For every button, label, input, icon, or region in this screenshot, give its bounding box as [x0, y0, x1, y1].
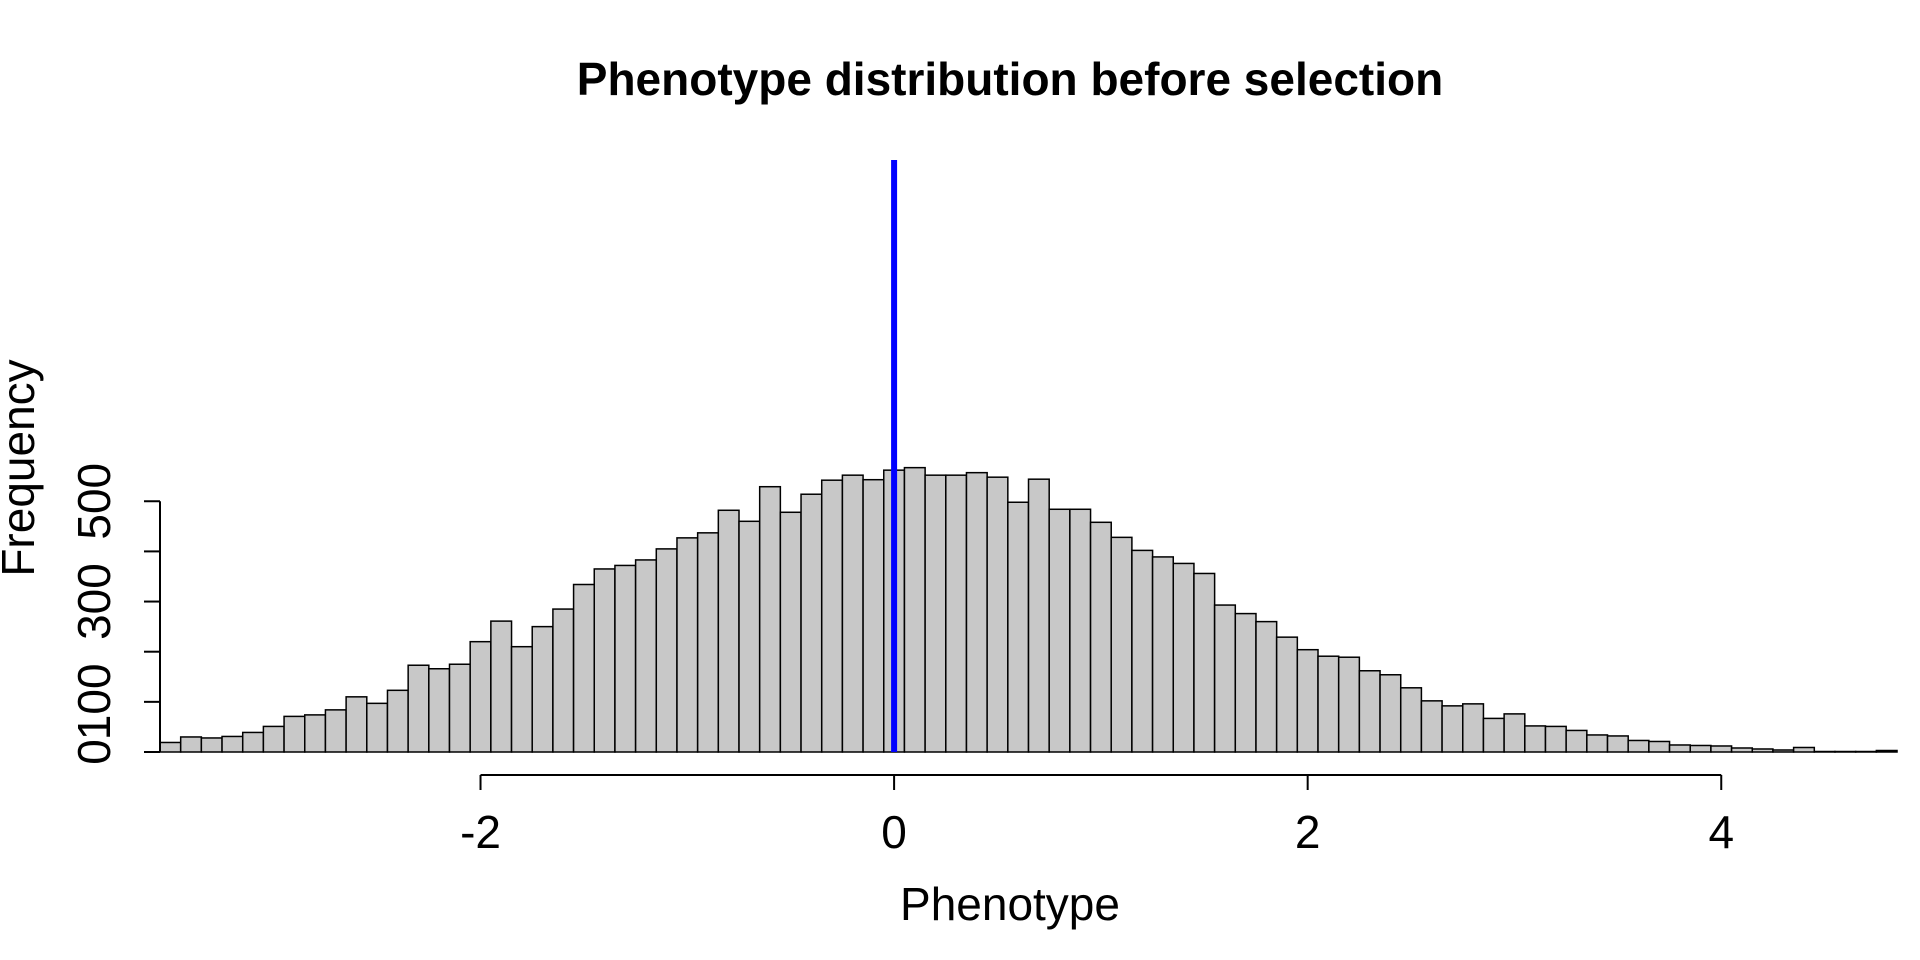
chart-title: Phenotype distribution before selection	[577, 53, 1443, 105]
histogram-bar	[1110, 536, 1133, 753]
histogram-bar	[1875, 749, 1898, 753]
histogram-bar	[1048, 508, 1071, 753]
histogram-bar	[241, 731, 265, 753]
x-tick-label: 4	[1708, 806, 1734, 858]
histogram-bar	[1710, 745, 1733, 753]
histogram-bar	[614, 564, 637, 753]
histogram-bar	[1813, 750, 1836, 753]
histogram-bar	[696, 532, 720, 753]
histogram-bar	[800, 493, 823, 753]
histogram-bar	[428, 668, 451, 753]
x-tick-label: 2	[1295, 806, 1321, 858]
histogram-bar	[1296, 648, 1319, 753]
histogram-bar	[634, 559, 658, 753]
histogram-bar	[552, 608, 575, 753]
histogram-bar	[324, 709, 347, 753]
histogram-bar	[179, 736, 203, 753]
histogram-bar	[841, 474, 864, 753]
histogram-bar	[1565, 729, 1588, 753]
histogram-bar	[200, 737, 223, 753]
histogram-bar	[531, 625, 554, 753]
histogram-bar	[448, 663, 471, 753]
histogram-bar	[1482, 717, 1505, 753]
histogram-bar	[1007, 501, 1030, 753]
histogram-bar	[1275, 636, 1299, 753]
histogram-bar	[1792, 746, 1816, 753]
histogram-bar	[862, 478, 885, 753]
histogram-bar	[1069, 508, 1092, 753]
histogram-bar	[1317, 655, 1340, 753]
histogram-bar	[820, 479, 844, 753]
histogram-bar	[676, 537, 699, 753]
x-axis: -2 0 2 4	[460, 774, 1734, 858]
x-axis-label: Phenotype	[900, 878, 1120, 930]
histogram-bar	[1772, 749, 1795, 753]
histogram-bar	[1854, 750, 1878, 753]
histogram-bar	[510, 645, 533, 753]
histogram-bar	[572, 583, 596, 753]
histogram-bar	[1834, 750, 1857, 753]
y-tick-label: 500	[68, 463, 120, 540]
histogram-bar	[717, 509, 740, 753]
y-axis-label: Frequency	[0, 359, 44, 576]
histogram-bar	[262, 725, 285, 753]
histogram-bar	[1627, 739, 1650, 753]
histogram-bar	[593, 568, 616, 753]
histogram-bar	[1420, 700, 1443, 753]
histogram-bar	[924, 474, 947, 753]
histogram-bar	[1462, 703, 1485, 753]
histogram-bar	[1172, 562, 1195, 753]
histogram-bar	[1151, 556, 1175, 753]
histogram-bar	[965, 471, 988, 753]
histogram-bar	[655, 548, 678, 753]
histogram-bar	[1668, 744, 1691, 753]
histogram-bar	[1606, 735, 1629, 753]
histogram-bar	[1193, 572, 1216, 753]
x-tick-label: 0	[881, 806, 907, 858]
histogram-bar	[1751, 748, 1774, 753]
histogram-bar	[1648, 740, 1671, 753]
histogram-bar	[304, 714, 327, 753]
histogram-bar	[159, 741, 182, 753]
histogram-bar	[1399, 687, 1423, 753]
histogram-bar	[1213, 604, 1237, 753]
histogram-bar	[386, 689, 409, 753]
histogram-bar	[1027, 478, 1050, 753]
histogram-bar	[366, 702, 389, 753]
histogram-bar	[407, 664, 430, 753]
histogram-bar	[1441, 705, 1464, 753]
histogram-bar	[903, 466, 926, 753]
histogram-bar	[1689, 744, 1712, 753]
histogram-bar	[1586, 734, 1609, 753]
histogram-bar	[1255, 620, 1278, 753]
y-tick-label: 300	[68, 563, 120, 640]
histogram-bar	[1337, 656, 1361, 753]
histogram-bar	[345, 696, 368, 753]
histogram-bar	[945, 474, 968, 753]
histogram-bar	[469, 640, 492, 753]
histogram-bar	[1234, 612, 1257, 753]
histogram-bar	[1730, 747, 1754, 753]
histogram-bar	[738, 520, 761, 753]
histogram-bar	[758, 485, 782, 753]
y-tick-label: 0	[68, 739, 120, 765]
histogram-bars	[159, 466, 1898, 753]
histogram-bar	[221, 735, 244, 753]
histogram-bar	[1379, 674, 1402, 753]
histogram-bar	[1503, 713, 1526, 753]
histogram-bar	[986, 476, 1009, 753]
histogram-bar	[490, 620, 513, 753]
histogram-bar	[1544, 725, 1567, 753]
histogram-bar	[1358, 670, 1381, 753]
histogram-bar	[1131, 549, 1154, 753]
histogram-bar	[1524, 725, 1547, 753]
histogram-bar	[283, 715, 306, 753]
histogram-bar	[1089, 521, 1112, 753]
x-tick-label: -2	[460, 806, 501, 858]
histogram-bar	[779, 511, 802, 753]
y-tick-label: 100	[68, 663, 120, 740]
